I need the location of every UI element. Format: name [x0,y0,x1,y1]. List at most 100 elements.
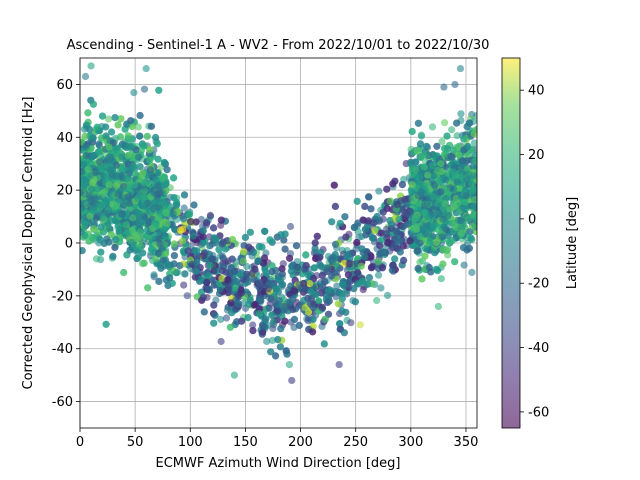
data-point [211,311,219,319]
data-point [409,194,417,202]
data-point [172,269,180,277]
data-point [152,255,160,263]
data-point [153,140,161,148]
data-point [443,132,451,140]
data-point [418,275,426,283]
data-point [408,127,416,136]
data-point [384,239,392,247]
data-point [281,317,289,325]
data-point [136,163,144,171]
data-point [134,253,142,261]
data-point [416,258,424,266]
data-point [428,123,437,131]
data-point [217,216,225,224]
data-point [398,181,406,189]
data-point [417,132,426,140]
data-point [94,185,102,193]
data-point [279,280,287,289]
data-point [433,142,441,150]
data-point [336,219,344,227]
data-point [248,269,256,278]
data-point [416,232,424,240]
data-point [442,176,450,184]
data-point [309,328,317,336]
data-point [470,211,477,219]
data-point [361,202,369,210]
data-points [80,62,477,385]
data-point [345,260,353,268]
data-point [99,213,107,221]
data-point [268,268,276,276]
data-point [129,214,137,222]
data-point [128,122,136,130]
data-point [143,226,151,234]
data-point [159,198,167,206]
data-point [154,155,162,163]
data-point [311,245,319,253]
data-point [330,181,338,189]
data-point [152,133,160,142]
data-point [109,252,117,260]
data-point [367,205,375,213]
data-point [350,285,358,293]
data-point [316,253,324,261]
data-point [265,304,273,312]
data-point [285,361,293,369]
data-point [228,235,237,244]
data-point [455,142,463,150]
data-point [425,263,433,272]
data-point [368,234,376,242]
data-point [123,120,131,128]
data-point [334,300,342,308]
data-point [358,245,366,253]
data-point [166,274,174,282]
data-point [171,225,179,233]
data-point [140,85,149,93]
data-point [152,176,160,184]
data-point [192,218,200,226]
data-point [255,279,263,287]
data-point [161,225,169,233]
data-point [342,308,350,316]
data-point [155,86,163,94]
data-point [267,295,275,303]
data-point [373,296,381,305]
data-point [176,262,184,270]
data-point [286,254,294,262]
data-point [389,180,397,188]
data-point [112,236,120,244]
data-point [328,272,336,280]
data-point [98,112,107,120]
data-point [287,267,295,275]
data-point [270,318,278,326]
data-point [136,228,144,236]
data-point [328,218,336,226]
data-point [258,243,266,251]
data-point [85,237,93,245]
data-point [89,100,97,108]
data-point [146,146,154,154]
data-point [173,201,181,209]
data-point [126,246,134,254]
data-point [268,262,276,270]
data-point [163,166,171,174]
data-point [441,119,449,127]
data-point [468,268,476,276]
data-point [116,133,125,141]
data-point [453,119,461,127]
data-point [246,228,254,236]
data-point [321,278,329,286]
data-point [460,261,468,269]
data-point [353,197,361,205]
data-point [180,191,189,199]
data-point [216,285,224,293]
data-point [259,328,267,336]
data-point [246,296,254,304]
data-point [215,246,223,254]
data-point [80,247,86,255]
data-point [219,254,227,262]
data-point [331,202,339,210]
data-point [199,233,207,241]
data-point [440,223,448,231]
